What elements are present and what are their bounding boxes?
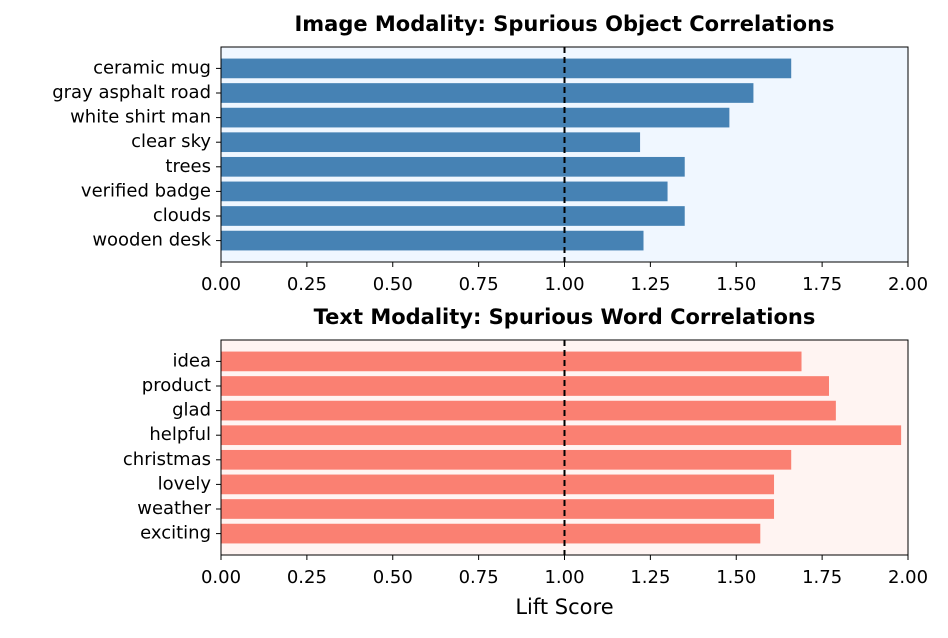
chart-title: Image Modality: Spurious Object Correlat…: [294, 12, 834, 36]
x-axis-label: Lift Score: [515, 595, 613, 619]
y-tick-label: white shirt man: [70, 107, 211, 128]
y-tick-label: product: [142, 375, 211, 396]
x-tick-label: 0.00: [201, 274, 241, 295]
x-tick-label: 1.00: [544, 567, 584, 588]
x-tick-label: 0.00: [201, 567, 241, 588]
x-tick-label: 1.75: [802, 274, 842, 295]
y-tick-label: ceramic mug: [93, 57, 211, 78]
bar: [221, 400, 836, 421]
y-tick-label: wooden desk: [92, 230, 211, 251]
y-tick-label: exciting: [140, 523, 211, 544]
x-tick-label: 1.75: [802, 567, 842, 588]
bar: [221, 351, 802, 372]
x-tick-label: 1.50: [716, 567, 756, 588]
x-tick-label: 2.00: [888, 567, 928, 588]
axes-frame: [220, 339, 909, 556]
x-tick-label: 0.50: [373, 274, 413, 295]
y-tick-label: lovely: [158, 473, 212, 494]
bar: [221, 206, 685, 226]
x-tick-label: 1.25: [630, 274, 670, 295]
bar: [221, 474, 775, 495]
bar: [221, 58, 792, 79]
x-tick-label: 1.50: [716, 274, 756, 295]
x-tick-label: 2.00: [888, 274, 928, 295]
bar: [221, 449, 792, 470]
bar: [221, 83, 754, 103]
y-tick-label: idea: [172, 350, 211, 371]
y-tick-label: christmas: [123, 449, 211, 470]
bar: [221, 230, 644, 251]
y-tick-label: weather: [137, 498, 211, 519]
bar: [221, 425, 902, 446]
axes-frame: [220, 46, 909, 263]
x-tick-label: 0.50: [373, 567, 413, 588]
x-tick-label: 0.75: [459, 274, 499, 295]
y-tick-label: glad: [172, 400, 211, 421]
x-tick-label: 0.25: [287, 274, 327, 295]
y-tick-label: clear sky: [131, 131, 211, 152]
bar: [221, 107, 730, 128]
bar: [221, 132, 641, 153]
y-tick-label: helpful: [149, 424, 211, 445]
y-tick-label: clouds: [153, 205, 211, 226]
x-tick-label: 0.75: [459, 567, 499, 588]
y-tick-label: trees: [165, 156, 211, 177]
bar: [221, 523, 761, 544]
x-tick-label: 1.00: [544, 274, 584, 295]
bar: [221, 499, 775, 519]
bar: [221, 181, 668, 202]
x-tick-label: 0.25: [287, 567, 327, 588]
bar: [221, 376, 829, 396]
chart-title: Text Modality: Spurious Word Correlation…: [314, 305, 816, 329]
x-tick-label: 1.25: [630, 567, 670, 588]
y-tick-label: verified badge: [81, 180, 211, 201]
y-tick-label: gray asphalt road: [52, 82, 211, 103]
bar: [221, 156, 685, 177]
